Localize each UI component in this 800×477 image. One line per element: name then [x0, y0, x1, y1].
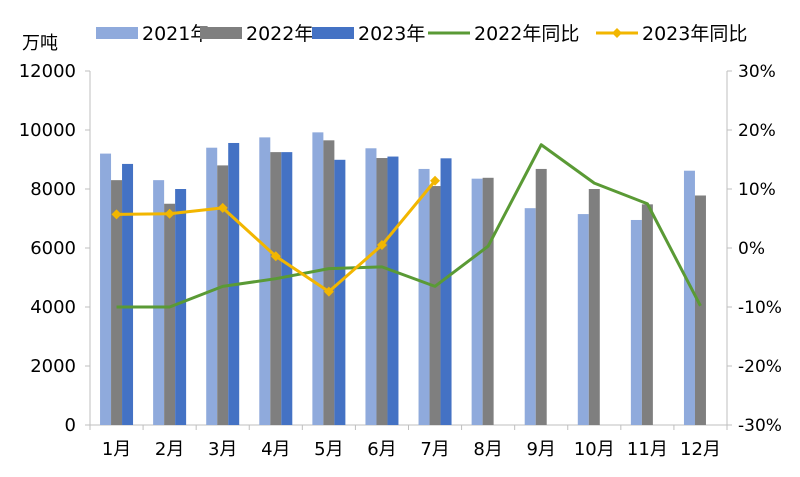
bar-2022年: [111, 180, 123, 425]
bar-2022年: [588, 189, 600, 425]
x-axis-labels: 1月 2月 3月 4月 5月 6月 7月 8月 9月 10月 11月 12月: [102, 439, 721, 460]
legend-label: 2021年: [142, 23, 209, 45]
x-tick-label: 4月: [261, 439, 290, 460]
line-2022年同比: [116, 143, 702, 309]
left-tick-label: 6000: [30, 238, 76, 259]
bars: [100, 132, 706, 426]
legend-label: 2023年同比: [642, 23, 747, 45]
x-tick-label: 7月: [420, 439, 449, 460]
axes: 0 2000 4000 6000 8000 10000 12000 -30% -20% -10% 0…: [19, 61, 782, 436]
bar-2021年: [471, 178, 483, 425]
bar-2022年: [164, 203, 176, 425]
x-tick-label: 3月: [208, 439, 237, 460]
bar-2023年: [175, 189, 187, 425]
bar-2021年: [153, 180, 165, 425]
bar-2022年: [482, 177, 494, 425]
bar-2022年: [323, 140, 335, 425]
marker-2023年同比: [164, 208, 175, 219]
bar-2022年: [270, 152, 282, 425]
bar-2021年: [365, 148, 377, 426]
x-tick-label: 8月: [473, 439, 502, 460]
x-tick-label: 6月: [367, 439, 396, 460]
bar-2021年: [683, 170, 695, 425]
right-tick-label: 0%: [738, 239, 765, 259]
bar-2023年: [281, 152, 293, 425]
x-tick-label: 5月: [314, 439, 343, 460]
left-tick-label: 4000: [30, 297, 76, 318]
bar-2021年: [524, 208, 536, 425]
right-tick-label: -20%: [738, 357, 782, 377]
right-tick-label: 10%: [738, 180, 776, 200]
bar-2021年: [577, 214, 589, 425]
marker-2023年同比: [323, 286, 334, 297]
legend-marker: [612, 28, 622, 38]
bar-2022年: [429, 186, 441, 425]
left-tick-label: 2000: [30, 356, 76, 377]
bar-2021年: [312, 132, 324, 426]
x-tick-label: 2月: [155, 439, 184, 460]
bar-2022年: [641, 204, 653, 425]
bar-2021年: [418, 168, 430, 425]
right-tick-label: 30%: [738, 62, 776, 82]
bar-2023年: [122, 163, 134, 426]
left-tick-label: 8000: [30, 179, 76, 200]
bar-2023年: [334, 159, 346, 426]
bar-2023年: [440, 158, 452, 425]
marker-2023年同比: [376, 240, 387, 251]
x-tick-label: 9月: [526, 439, 555, 460]
marker-2023年同比: [270, 251, 281, 262]
bar-2021年: [206, 147, 218, 425]
x-tick-label: 10月: [574, 439, 615, 460]
x-tick-label: 1月: [102, 439, 131, 460]
legend: 2021年 2022年 2023年 2022年同比 2023年同比: [96, 23, 747, 45]
right-tick-label: 20%: [738, 121, 776, 141]
bar-2022年: [376, 158, 388, 425]
legend-label: 2022年同比: [474, 23, 579, 45]
bar-2022年: [217, 165, 229, 425]
left-tick-label: 0: [65, 415, 76, 436]
marker-2023年同比: [217, 202, 228, 213]
right-tick-label: -30%: [738, 416, 782, 436]
legend-label: 2022年: [246, 23, 313, 45]
legend-swatch-2021年: [96, 27, 138, 39]
marker-2023年同比: [430, 175, 441, 186]
legend-label: 2023年: [358, 23, 425, 45]
x-tick-label: 12月: [680, 439, 721, 460]
lines: [111, 143, 702, 309]
bar-2023年: [387, 156, 399, 426]
left-tick-label: 12000: [19, 61, 76, 82]
bar-2021年: [630, 219, 642, 425]
marker-2023年同比: [111, 209, 122, 220]
bar-2021年: [100, 153, 112, 425]
bar-2022年: [694, 195, 706, 425]
legend-swatch-2022年: [200, 27, 242, 39]
legend-swatch-2023年: [312, 27, 354, 39]
left-tick-label: 10000: [19, 120, 76, 141]
right-tick-label: -10%: [738, 298, 782, 318]
bar-2022年: [535, 168, 547, 425]
x-tick-label: 11月: [627, 439, 668, 460]
left-axis-unit-label: 万吨: [22, 33, 58, 54]
